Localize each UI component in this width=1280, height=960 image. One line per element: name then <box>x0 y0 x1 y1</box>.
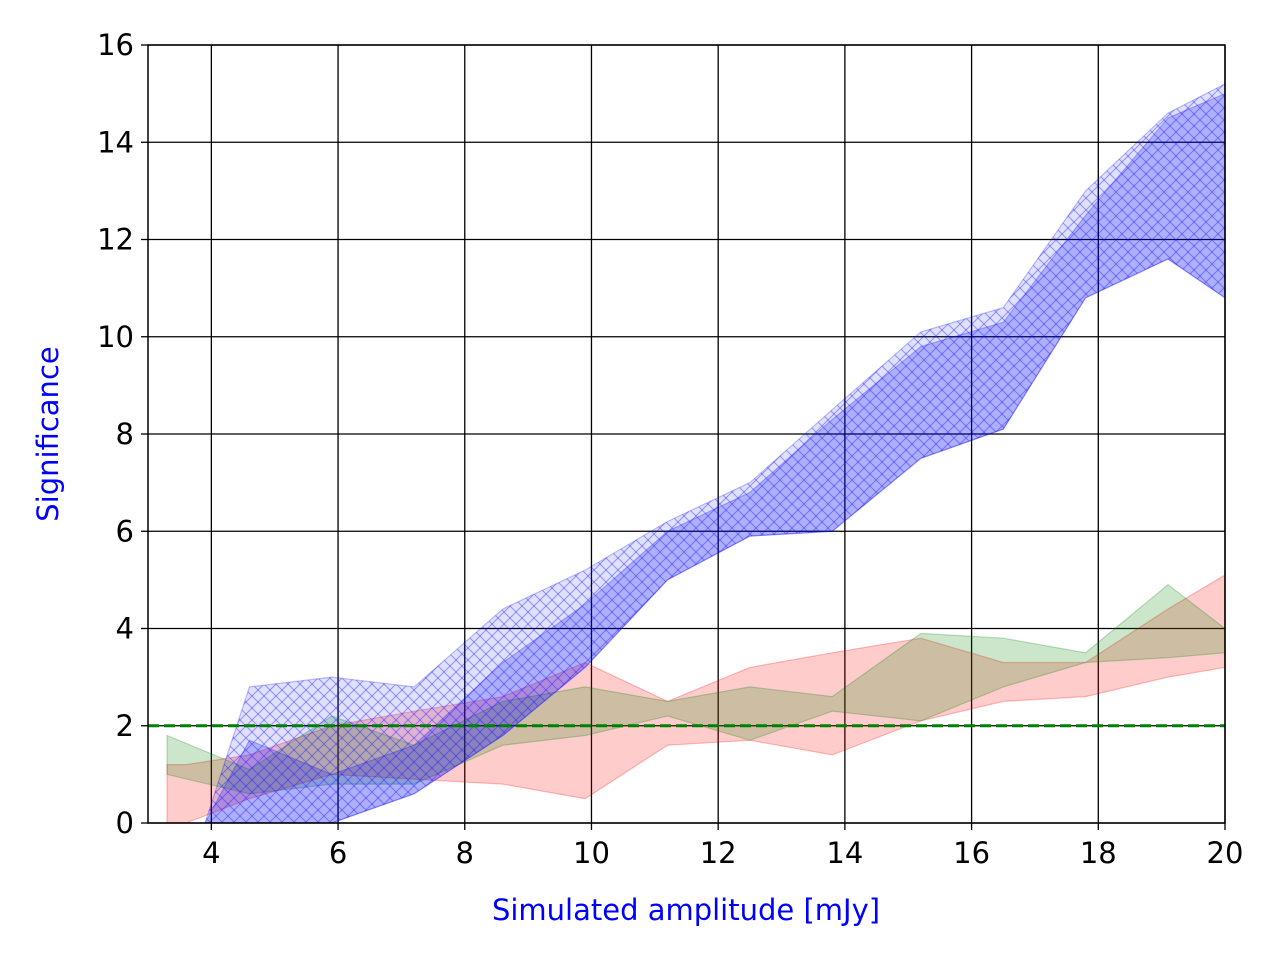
x-tick-label: 18 <box>1080 836 1117 870</box>
y-tick-label: 4 <box>116 612 134 646</box>
y-tick-label: 16 <box>97 28 134 62</box>
x-axis-title: Simulated amplitude [mJy] <box>492 893 880 927</box>
series-band-hatch-2 <box>205 83 1225 823</box>
x-tick-label: 6 <box>329 836 347 870</box>
y-tick-label: 14 <box>97 125 134 159</box>
y-tick-label: 12 <box>97 223 134 257</box>
y-tick-label: 2 <box>116 709 134 743</box>
axis-ticks: 4 6 8 10 12 14 16 18 20 0 2 4 6 8 10 12 14 16 <box>97 28 1243 870</box>
y-tick-label: 6 <box>116 514 134 548</box>
x-tick-label: 20 <box>1207 836 1244 870</box>
y-tick-label: 10 <box>97 320 134 354</box>
x-tick-label: 10 <box>573 836 610 870</box>
x-tick-label: 4 <box>202 836 220 870</box>
y-tick-label: 8 <box>116 417 134 451</box>
y-axis-title: Significance <box>31 346 65 521</box>
series-bands <box>166 83 1225 823</box>
series-band-3 <box>204 92 1225 823</box>
x-tick-label: 16 <box>953 836 990 870</box>
y-tick-label: 0 <box>116 806 134 840</box>
x-tick-label: 8 <box>456 836 474 870</box>
x-tick-label: 12 <box>700 836 737 870</box>
x-tick-label: 14 <box>826 836 863 870</box>
